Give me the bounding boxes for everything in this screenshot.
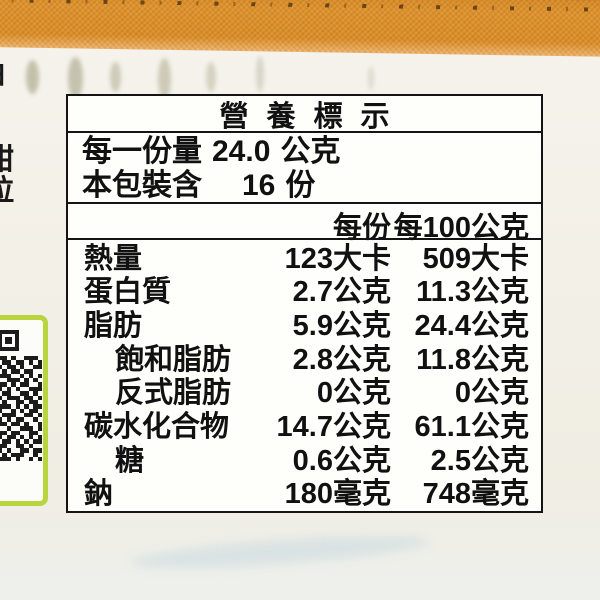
nutrient-per-serving-value: 180毫克 bbox=[284, 478, 391, 511]
nutrient-row: 飽和脂肪 2.8公克 11.8公克 bbox=[68, 344, 541, 377]
nutrition-title: 營養標示 bbox=[68, 96, 541, 133]
surface-smudge bbox=[26, 60, 39, 94]
package-orange-band bbox=[0, 0, 600, 57]
nutrient-per-serving-value: 2.8公克 bbox=[292, 343, 391, 376]
nutrient-per-serving-value: 14.7公克 bbox=[276, 410, 391, 443]
nutrient-label: 蛋白質 bbox=[84, 276, 172, 309]
nutrient-row: 蛋白質 2.7公克 11.3公克 bbox=[68, 276, 541, 309]
surface-smudge bbox=[129, 529, 431, 575]
serving-count-unit: 份 bbox=[285, 169, 316, 202]
serving-size-label: 每一份量 bbox=[82, 135, 202, 168]
nutrient-row: 反式脂肪 0公克 0公克 bbox=[68, 377, 541, 410]
qr-sticker bbox=[0, 315, 48, 506]
surface-smudge bbox=[368, 66, 374, 90]
serving-count-label: 本包裝含 bbox=[82, 169, 202, 202]
nutrient-rows: 熱量 123大卡 509大卡 蛋白質 2.7公克 11.3公克 脂肪 5.9公克… bbox=[68, 240, 541, 512]
serving-size-value: 24.0 bbox=[212, 135, 271, 168]
nutrient-per-100g-value: 24.4公克 bbox=[414, 309, 529, 342]
nutrient-per-100g-value: 2.5公克 bbox=[430, 444, 529, 477]
nutrient-label: 反式脂肪 bbox=[115, 377, 232, 410]
qr-code-icon bbox=[0, 330, 19, 351]
serving-size-unit: 公克 bbox=[280, 135, 341, 168]
nutrient-label: 熱量 bbox=[84, 242, 143, 275]
nutrient-per-100g-value: 11.3公克 bbox=[416, 276, 529, 309]
nutrient-per-100g-value: 11.8公克 bbox=[416, 343, 529, 376]
nutrient-row: 碳水化合物 14.7公克 61.1公克 bbox=[68, 411, 541, 444]
nutrient-per-100g-value: 0公克 bbox=[454, 377, 529, 410]
nutrient-per-serving-value: 5.9公克 bbox=[292, 309, 391, 342]
nutrient-per-100g-value: 748毫克 bbox=[422, 478, 529, 511]
nutrient-per-serving-value: 123大卡 bbox=[284, 242, 391, 275]
nutrient-row: 熱量 123大卡 509大卡 bbox=[68, 243, 541, 276]
nutrient-row: 糖 0.6公克 2.5公克 bbox=[68, 445, 541, 478]
surface-smudge bbox=[158, 58, 171, 100]
surface-smudge bbox=[206, 62, 216, 92]
surface-smudge bbox=[256, 56, 264, 92]
nutrient-per-serving-value: 0公克 bbox=[316, 377, 391, 410]
serving-count-line: 本包裝含 16 份 bbox=[82, 169, 541, 203]
serving-size-line: 每一份量 24.0 公克 bbox=[82, 135, 541, 169]
stitch-speckles bbox=[0, 0, 600, 12]
qr-code-modules bbox=[0, 356, 42, 462]
clipped-edge-char: 甜 bbox=[0, 146, 14, 175]
nutrient-per-serving-value: 2.7公克 bbox=[292, 276, 391, 309]
serving-count-value: 16 bbox=[242, 169, 276, 202]
nutrition-label: 營養標示 每一份量 24.0 公克 本包裝含 16 份 每份 每100公克 熱量 123… bbox=[66, 94, 543, 513]
clipped-edge-char: 拉 bbox=[0, 177, 14, 206]
nutrient-per-100g-value: 61.1公克 bbox=[414, 410, 529, 443]
col-per-serving: 每份 bbox=[332, 212, 391, 244]
col-per-100g: 每100公克 bbox=[393, 212, 529, 244]
column-header-row: 每份 每100公克 bbox=[68, 204, 541, 244]
nutrient-per-serving-value: 0.6公克 bbox=[292, 444, 391, 477]
surface-smudge bbox=[68, 57, 83, 99]
nutrient-label: 飽和脂肪 bbox=[115, 343, 232, 376]
nutrient-label: 脂肪 bbox=[84, 309, 143, 342]
surface-smudge bbox=[110, 62, 121, 92]
nutrient-row: 鈉 180毫克 748毫克 bbox=[68, 478, 541, 511]
serving-info-section: 每一份量 24.0 公克 本包裝含 16 份 bbox=[68, 133, 541, 204]
nutrient-row: 脂肪 5.9公克 24.4公克 bbox=[68, 310, 541, 343]
nutrient-label: 鈉 bbox=[84, 478, 114, 511]
clipped-edge-char: 油 bbox=[0, 60, 5, 89]
nutrient-per-100g-value: 509大卡 bbox=[422, 242, 529, 275]
nutrient-label: 碳水化合物 bbox=[84, 410, 230, 443]
nutrient-label: 糖 bbox=[115, 444, 145, 477]
